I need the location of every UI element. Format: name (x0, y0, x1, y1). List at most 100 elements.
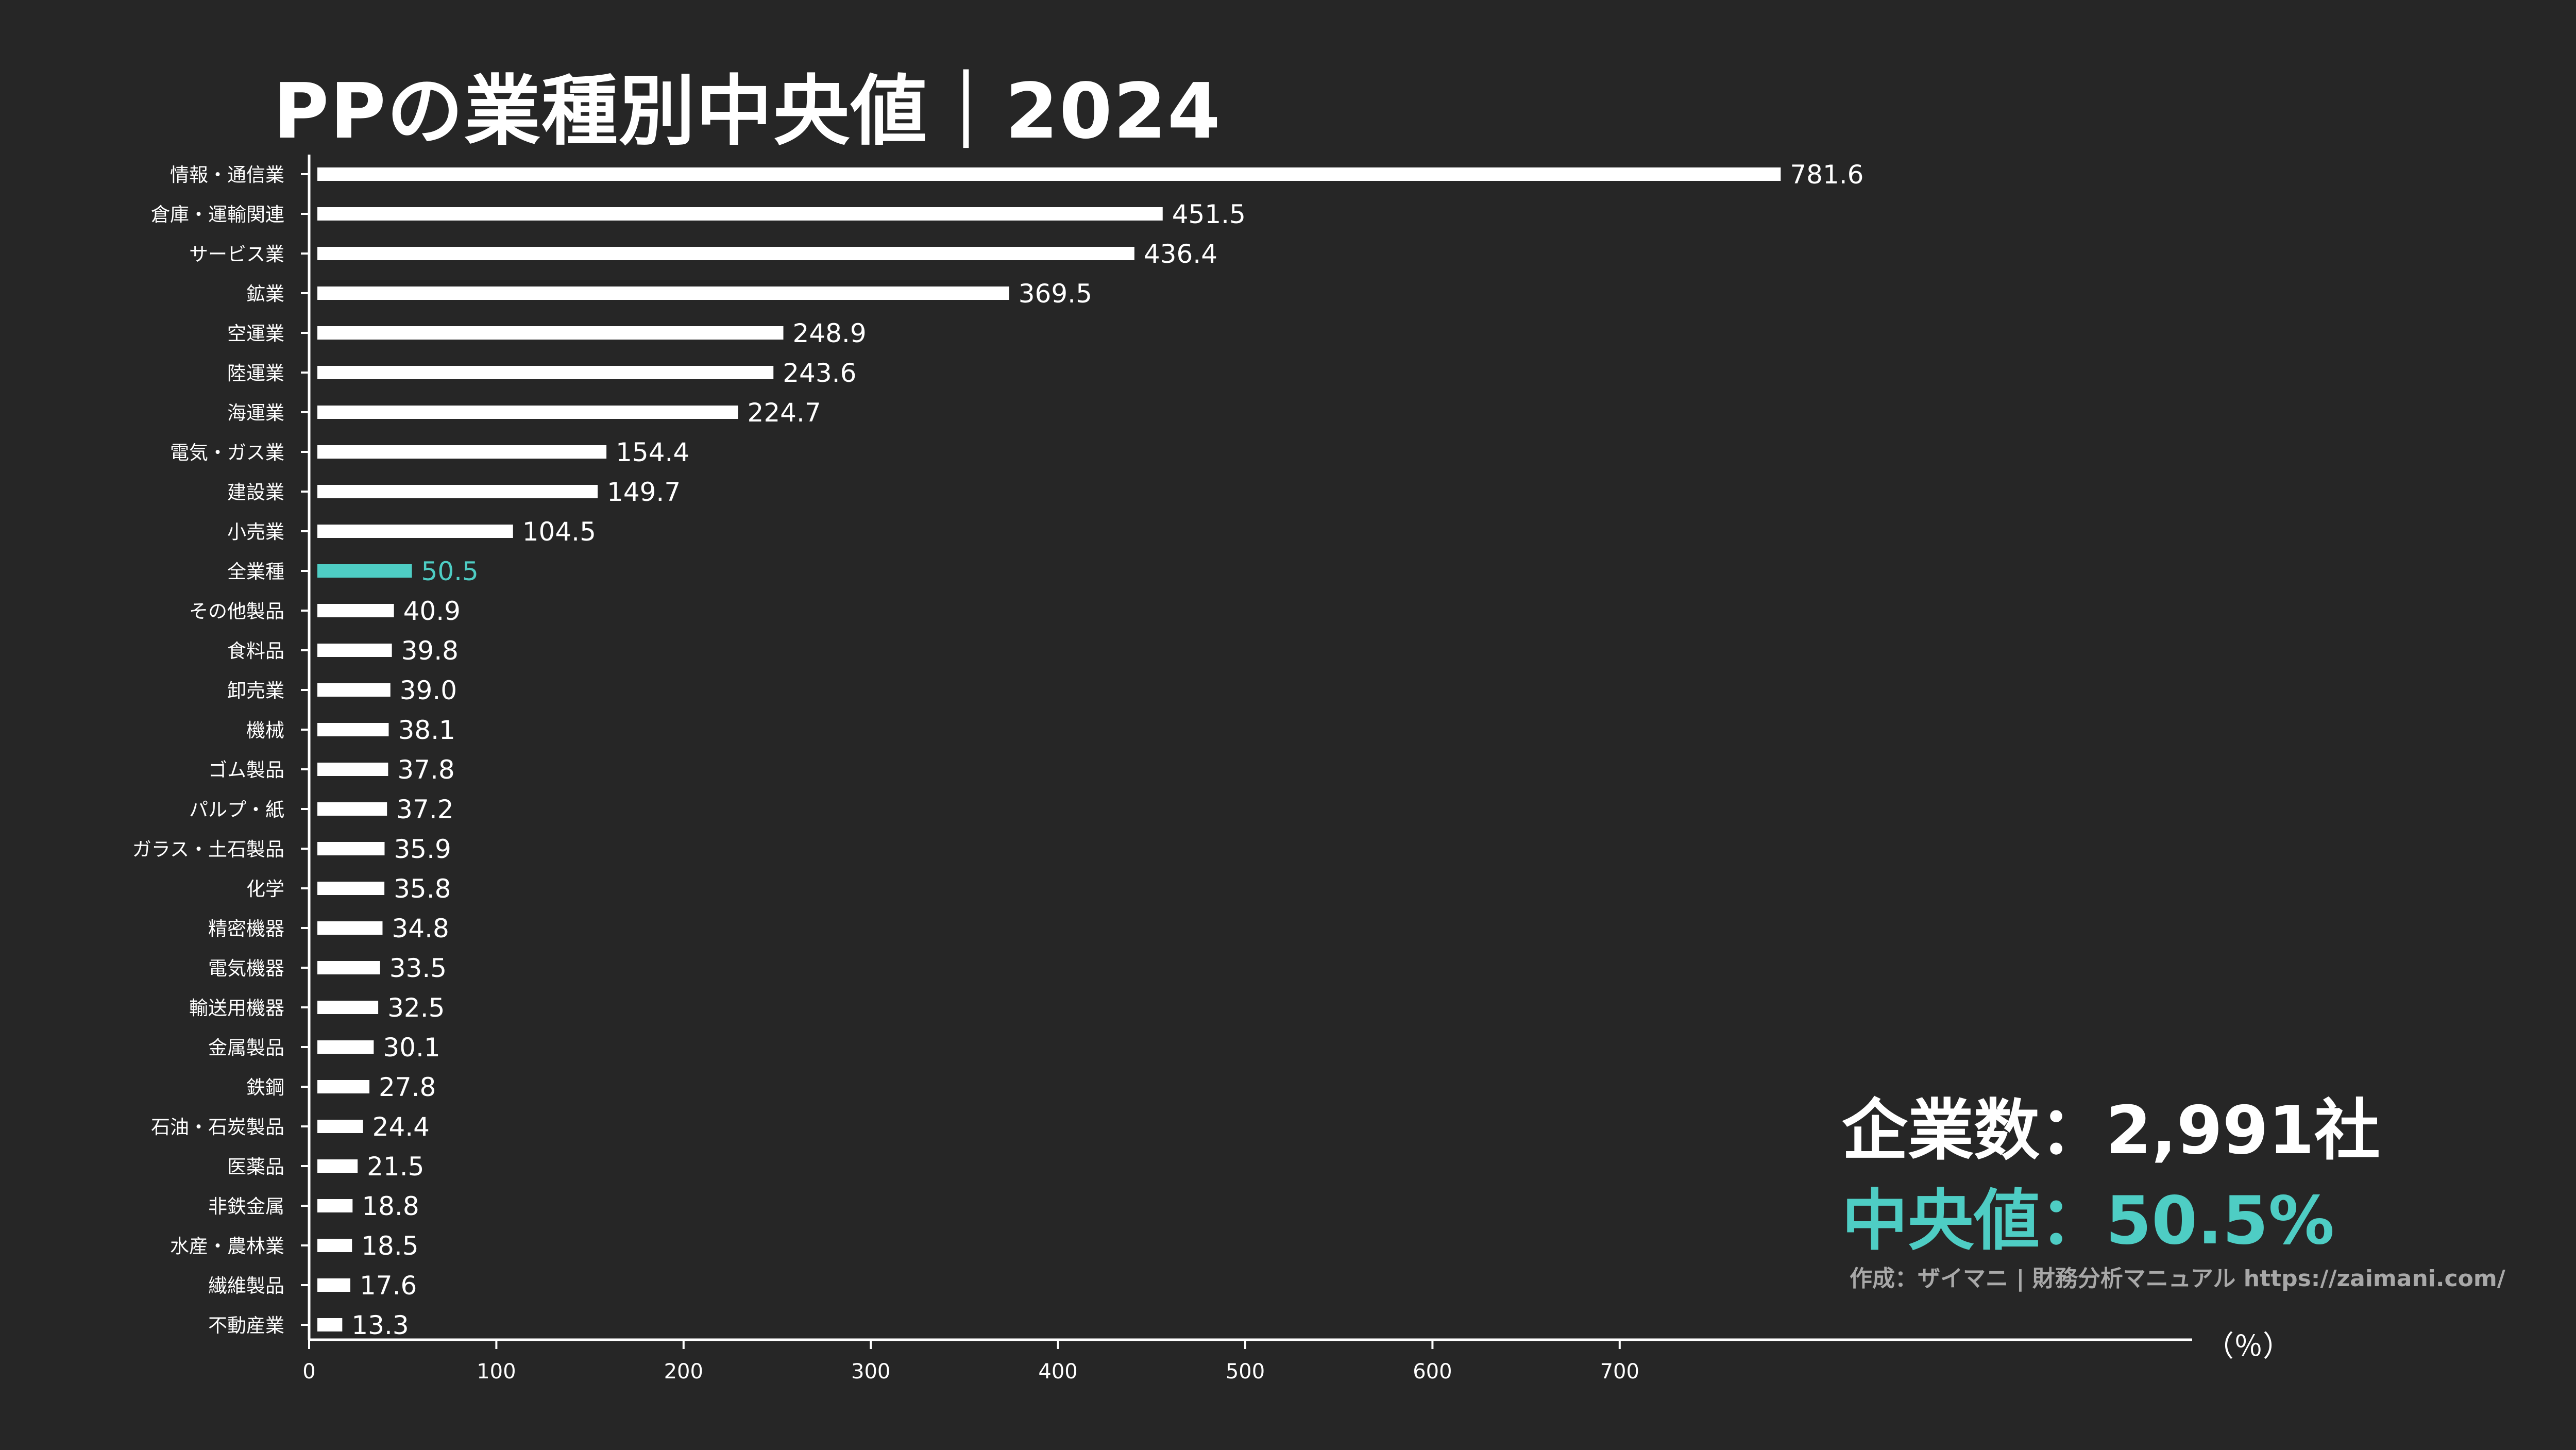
bar (317, 961, 380, 974)
x-tick-label: 100 (477, 1360, 516, 1384)
value-label: 33.5 (389, 953, 447, 983)
bar (317, 366, 774, 379)
category-label: ガラス・土石製品 (132, 838, 284, 861)
category-label: サービス業 (189, 243, 284, 265)
value-label: 37.8 (397, 755, 454, 785)
bar (317, 207, 1163, 221)
value-label: 24.4 (372, 1112, 430, 1142)
x-tick-label: 400 (1038, 1360, 1077, 1384)
bar (317, 1080, 370, 1093)
x-tick-label: 300 (851, 1360, 890, 1384)
bar (317, 286, 1009, 300)
value-label: 224.7 (748, 398, 821, 428)
bar (317, 525, 513, 538)
category-label: 水産・農林業 (170, 1235, 284, 1257)
value-label: 781.6 (1790, 160, 1863, 190)
bar (317, 644, 392, 657)
bar (317, 683, 391, 697)
value-label: 35.8 (394, 874, 451, 904)
category-label: ゴム製品 (208, 759, 284, 781)
value-label: 369.5 (1019, 279, 1092, 309)
value-label: 34.8 (392, 914, 449, 943)
value-label: 13.3 (351, 1310, 409, 1340)
category-label: 卸売業 (227, 680, 284, 702)
bar (317, 167, 1781, 181)
value-label: 18.8 (362, 1191, 419, 1221)
category-label: 化学 (246, 878, 284, 900)
median-label: 中央値：50.5% (1842, 1183, 2335, 1259)
bar (317, 445, 607, 459)
bar (317, 1199, 353, 1212)
category-label: 情報・通信業 (170, 164, 284, 186)
category-label: その他製品 (189, 600, 284, 622)
value-label: 104.5 (522, 517, 596, 547)
x-tick-label: 500 (1226, 1360, 1265, 1384)
category-label: 機械 (246, 719, 284, 741)
bar (317, 763, 388, 776)
value-label: 149.7 (607, 477, 681, 507)
bar (317, 1040, 374, 1054)
category-label: 建設業 (227, 481, 284, 503)
category-label: 空運業 (227, 323, 284, 345)
chart-title: PPの業種別中央値｜2024 (273, 67, 1222, 156)
value-label: 436.4 (1144, 239, 1217, 269)
bar (317, 1318, 343, 1331)
category-label: 輸送用機器 (189, 997, 284, 1019)
category-label: 陸運業 (227, 362, 284, 384)
category-label: 精密機器 (208, 918, 284, 940)
x-tick-label: 0 (302, 1360, 315, 1384)
category-label: 非鉄金属 (208, 1195, 284, 1218)
bar (317, 723, 389, 736)
category-label: 小売業 (227, 521, 284, 543)
source-credit: 作成：ザイマニ | 財務分析マニュアル https://zaimani.com/ (1850, 1266, 2505, 1292)
x-tick-label: 600 (1413, 1360, 1452, 1384)
value-label: 35.9 (394, 834, 451, 864)
bar (317, 802, 387, 816)
category-label: 海運業 (227, 402, 284, 424)
bar (317, 842, 385, 855)
bar (317, 1159, 358, 1173)
category-label: 金属製品 (208, 1037, 284, 1059)
x-tick-label: 200 (664, 1360, 703, 1384)
value-label: 21.5 (367, 1152, 424, 1182)
value-label: 243.6 (783, 358, 856, 388)
bar (317, 1239, 352, 1252)
x-axis-unit-label: （％） (2205, 1330, 2292, 1363)
bar (317, 485, 598, 498)
value-label: 37.2 (396, 795, 453, 824)
value-label: 40.9 (403, 596, 461, 626)
value-label: 39.8 (401, 636, 459, 666)
value-label: 32.5 (387, 993, 445, 1023)
category-label: 全業種 (227, 561, 284, 583)
bar (317, 921, 383, 935)
category-label: 鉄鋼 (246, 1076, 284, 1099)
bar (317, 564, 412, 578)
x-tick-label: 700 (1600, 1360, 1639, 1384)
value-label: 451.5 (1172, 199, 1246, 229)
value-label: 154.4 (616, 437, 689, 467)
category-label: 繊維製品 (208, 1275, 284, 1297)
category-label: 鉱業 (246, 283, 284, 305)
category-label: 電気・ガス業 (170, 442, 284, 464)
bar (317, 1001, 379, 1014)
company-count-label: 企業数：2,991社 (1842, 1092, 2380, 1169)
value-label: 18.5 (361, 1231, 418, 1261)
category-label: パルプ・紙 (189, 799, 284, 821)
category-label: 不動産業 (208, 1314, 284, 1337)
bar (317, 1120, 363, 1133)
bar (317, 406, 738, 419)
value-label: 30.1 (383, 1033, 440, 1063)
category-label: 食料品 (227, 640, 284, 662)
value-label: 27.8 (379, 1072, 436, 1102)
category-label: 倉庫・運輸関連 (151, 204, 284, 226)
bar (317, 882, 385, 895)
category-label: 石油・石炭製品 (151, 1116, 284, 1138)
category-label: 電気機器 (208, 957, 284, 980)
category-label: 医薬品 (227, 1156, 284, 1178)
bar (317, 604, 394, 617)
value-label: 50.5 (421, 557, 479, 586)
value-label: 248.9 (793, 318, 867, 348)
bar (317, 326, 784, 340)
